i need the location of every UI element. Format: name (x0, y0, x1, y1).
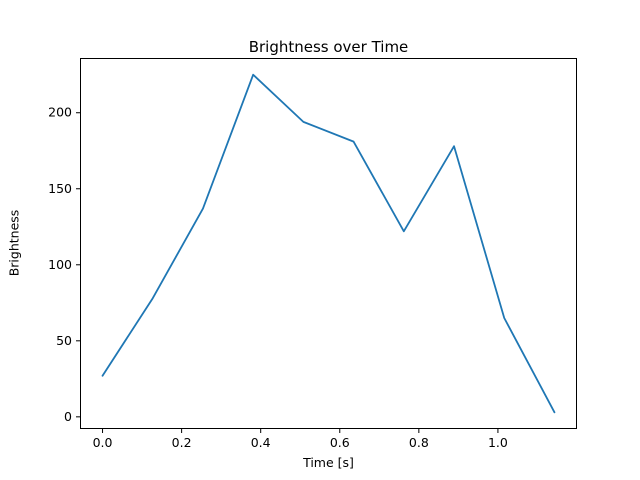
y-tick-label: 0 (64, 409, 72, 424)
x-tick-label: 0.0 (93, 435, 113, 450)
y-tick-label: 200 (48, 105, 72, 120)
axes-box (80, 58, 577, 429)
y-axis-label: Brightness (6, 209, 22, 277)
x-tick-label: 0.4 (251, 435, 271, 450)
x-axis-label: Time [s] (303, 455, 354, 470)
x-tick-label: 0.8 (409, 435, 429, 450)
y-tick-label: 100 (48, 257, 72, 272)
x-tick-label: 0.6 (330, 435, 350, 450)
chart-title: Brightness over Time (248, 38, 409, 56)
y-tick-label: 50 (56, 333, 72, 348)
x-tick-label: 0.2 (172, 435, 192, 450)
x-tick-label: 1.0 (488, 435, 508, 450)
y-tick-label: 150 (48, 181, 72, 196)
